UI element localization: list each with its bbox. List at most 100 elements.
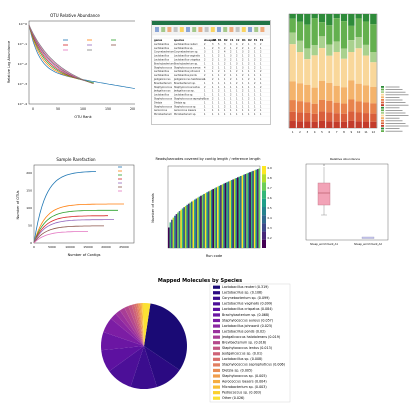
- sheet-cell[interactable]: 3: [230, 55, 232, 58]
- sheet-cell[interactable]: 2: [230, 59, 232, 62]
- sheet-cell[interactable]: 1: [224, 78, 226, 81]
- sheet-cell[interactable]: 1: [224, 113, 226, 116]
- sheet-cell[interactable]: Brachybacterium sp.: [174, 62, 198, 65]
- sheet-cell[interactable]: Brachybacterium: [154, 62, 174, 65]
- sheet-cell[interactable]: 3: [204, 51, 206, 54]
- sheet-cell[interactable]: 2: [242, 43, 244, 46]
- sheet-cell[interactable]: 1: [204, 90, 206, 93]
- sheet-header-cell[interactable]: species: [174, 39, 185, 42]
- sheet-cell[interactable]: Lactobacillus: [154, 94, 170, 97]
- sheet-cell[interactable]: 2: [224, 62, 226, 65]
- sheet-cell[interactable]: 3: [224, 43, 226, 46]
- sheet-cell[interactable]: 2: [236, 70, 238, 73]
- sheet-cell[interactable]: 1: [224, 86, 226, 89]
- sheet-cell[interactable]: Staphylococcus sp.: [174, 105, 196, 108]
- sheet-cell[interactable]: 2: [212, 59, 214, 62]
- sheet-cell[interactable]: 2: [204, 74, 206, 77]
- sheet-cell[interactable]: 2: [254, 82, 256, 85]
- sheet-cell[interactable]: 1: [242, 78, 244, 81]
- sheet-cell[interactable]: 1: [248, 109, 250, 112]
- sheet-cell[interactable]: 2: [242, 47, 244, 50]
- sheet-cell[interactable]: 1: [204, 105, 206, 108]
- sheet-cell[interactable]: Lactobacillus: [154, 59, 170, 62]
- sheet-cell[interactable]: 1: [260, 74, 262, 77]
- sheet-cell[interactable]: 1: [254, 74, 256, 77]
- sheet-cell[interactable]: 1: [224, 109, 226, 112]
- sheet-cell[interactable]: 4: [224, 51, 226, 54]
- sheet-cell[interactable]: Staphylococcus aureus: [174, 66, 201, 69]
- sheet-cell[interactable]: 1: [204, 78, 206, 81]
- sheet-cell[interactable]: 1: [204, 47, 206, 50]
- sheet-cell[interactable]: 1: [242, 109, 244, 112]
- toolbar-icon[interactable]: [173, 27, 178, 32]
- sheet-cell[interactable]: 3: [242, 66, 244, 69]
- sheet-cell[interactable]: Lactobacillus: [154, 74, 170, 77]
- sheet-cell[interactable]: 1: [212, 51, 214, 54]
- sheet-cell[interactable]: 2: [260, 59, 262, 62]
- sheet-cell[interactable]: Lactobacillus: [154, 70, 170, 73]
- sheet-cell[interactable]: 1: [260, 90, 262, 93]
- sheet-cell[interactable]: Lactobacillus reuteri: [174, 43, 198, 46]
- sheet-cell[interactable]: 1: [242, 98, 244, 101]
- sheet-cell[interactable]: 1: [260, 78, 262, 81]
- sheet-cell[interactable]: 1: [204, 94, 206, 97]
- sheet-cell[interactable]: 1: [254, 94, 256, 97]
- sheet-cell[interactable]: 2: [260, 51, 262, 54]
- sheet-cell[interactable]: 3: [212, 43, 214, 46]
- sheet-cell[interactable]: 1: [230, 70, 232, 73]
- sheet-cell[interactable]: 1: [236, 105, 238, 108]
- sheet-cell[interactable]: Staphylococcus: [154, 86, 173, 89]
- toolbar-icon[interactable]: [254, 27, 259, 32]
- toolbar-icon[interactable]: [210, 27, 215, 32]
- sheet-cell[interactable]: 1: [260, 113, 262, 116]
- sheet-cell[interactable]: 1: [204, 82, 206, 85]
- sheet-cell[interactable]: 1: [218, 78, 220, 81]
- sheet-cell[interactable]: 2: [224, 74, 226, 77]
- sheet-cell[interactable]: 2: [230, 94, 232, 97]
- sheet-cell[interactable]: 2: [230, 66, 232, 69]
- sheet-cell[interactable]: 1: [254, 86, 256, 89]
- sheet-cell[interactable]: 1: [260, 94, 262, 97]
- sheet-cell[interactable]: 1: [236, 51, 238, 54]
- sheet-cell[interactable]: 2: [260, 70, 262, 73]
- sheet-header-cell[interactable]: E2: [260, 39, 264, 42]
- toolbar-icon[interactable]: [229, 27, 234, 32]
- sheet-cell[interactable]: 1: [260, 109, 262, 112]
- sheet-cell[interactable]: 1: [254, 55, 256, 58]
- sheet-cell[interactable]: 1: [248, 90, 250, 93]
- sheet-cell[interactable]: 2: [224, 47, 226, 50]
- sheet-cell[interactable]: 1: [260, 98, 262, 101]
- sheet-cell[interactable]: 2: [230, 51, 232, 54]
- sheet-cell[interactable]: Microbacterium sp.: [174, 113, 196, 116]
- sheet-cell[interactable]: 1: [242, 94, 244, 97]
- sheet-header-cell[interactable]: D1: [242, 39, 246, 42]
- sheet-cell[interactable]: 1: [218, 66, 220, 69]
- sheet-cell[interactable]: Lactobacillus: [154, 55, 170, 58]
- sheet-cell[interactable]: 1: [212, 70, 214, 73]
- sheet-cell[interactable]: 1: [218, 113, 220, 116]
- sheet-cell[interactable]: 2: [218, 55, 220, 58]
- sheet-cell[interactable]: 1: [254, 62, 256, 65]
- sheet-cell[interactable]: Jeotgalicoccus sp.: [173, 90, 195, 93]
- sheet-cell[interactable]: 4: [236, 43, 238, 46]
- sheet-cell[interactable]: 2: [254, 59, 256, 62]
- sheet-cell[interactable]: 1: [242, 62, 244, 65]
- sheet-cell[interactable]: 1: [204, 98, 206, 101]
- sheet-cell[interactable]: 1: [236, 90, 238, 93]
- sheet-header-cell[interactable]: C2: [236, 39, 240, 42]
- sheet-cell[interactable]: 2: [224, 105, 226, 108]
- sheet-cell[interactable]: 1: [224, 55, 226, 58]
- sheet-cell[interactable]: 2: [236, 55, 238, 58]
- sheet-cell[interactable]: 1: [212, 86, 214, 89]
- sheet-cell[interactable]: 1: [204, 70, 206, 73]
- sheet-cell[interactable]: 1: [242, 55, 244, 58]
- sheet-cell[interactable]: 4: [230, 43, 232, 46]
- sheet-cell[interactable]: Jeotgalicoccus: [153, 90, 171, 93]
- sheet-cell[interactable]: 2: [254, 47, 256, 50]
- toolbar-icon[interactable]: [204, 27, 209, 32]
- sheet-cell[interactable]: 1: [260, 105, 262, 108]
- sheet-cell[interactable]: 1: [224, 70, 226, 73]
- sheet-cell[interactable]: 1: [260, 47, 262, 50]
- sheet-cell[interactable]: 5: [218, 43, 220, 46]
- sheet-cell[interactable]: Jeotgalicoccus halotolerans: [173, 78, 206, 81]
